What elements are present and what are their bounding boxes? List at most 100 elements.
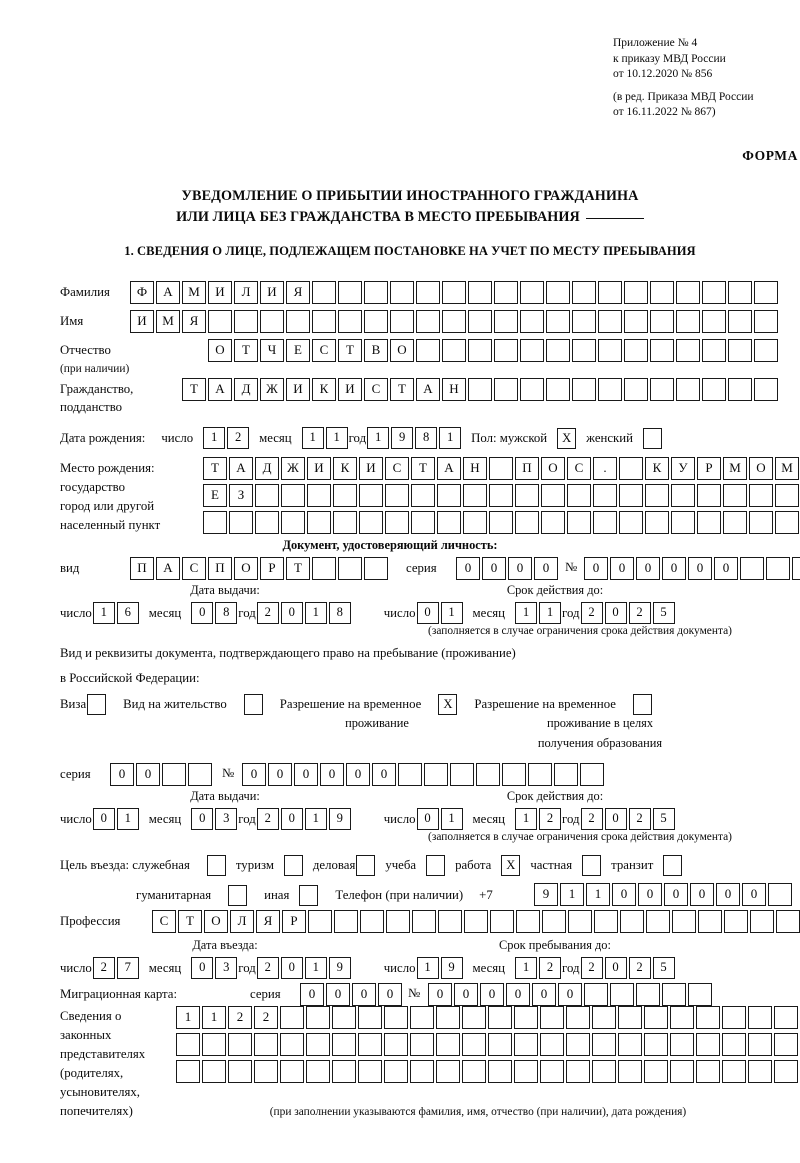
profession-cell-25[interactable] (776, 910, 800, 933)
entry-year-2[interactable]: 0 (280, 957, 303, 979)
sex-female-checkbox[interactable] (642, 427, 662, 449)
permit-valid-year-3[interactable]: 2 (628, 808, 651, 830)
birthplace-r3-cell-8[interactable] (385, 511, 409, 534)
doc-kind-cell-1[interactable]: П (130, 557, 154, 580)
legalrep-r1-cell-11[interactable] (436, 1006, 460, 1029)
legalrep-r3-cell-24[interactable] (774, 1060, 798, 1083)
legalrep-r1-cell-22[interactable] (722, 1006, 746, 1029)
legalrep-r2-cell-7[interactable] (332, 1033, 356, 1056)
patronymic-cell-1[interactable]: О (208, 339, 232, 362)
birthplace-r2-cell-22[interactable] (749, 484, 773, 507)
profession-cell-18[interactable] (594, 910, 618, 933)
legalrep-r3-cell-20[interactable] (670, 1060, 694, 1083)
birthplace-r2-cell-12[interactable] (489, 484, 513, 507)
citizenship-cell-6[interactable]: К (312, 378, 336, 401)
purpose-business-checkbox[interactable] (356, 855, 376, 876)
legalrep-r1-cell-3[interactable]: 2 (228, 1006, 252, 1029)
surname-cell-21[interactable] (650, 281, 674, 304)
legalrep-r1-cell-17[interactable] (592, 1006, 616, 1029)
birth-year-2[interactable]: 9 (391, 427, 414, 449)
stay-month-1[interactable]: 1 (515, 957, 538, 979)
doc-kind-cell-10[interactable] (364, 557, 388, 580)
citizenship-cell-4[interactable]: Ж (260, 378, 284, 401)
permit-series-cell-4[interactable] (188, 763, 212, 786)
migration-card-number-cell-6[interactable]: 0 (558, 983, 582, 1006)
doc-issue-year-2[interactable]: 0 (280, 602, 303, 624)
permit-valid-day-2[interactable]: 1 (440, 808, 463, 830)
surname-cell-25[interactable] (754, 281, 778, 304)
birthplace-r2-cell-11[interactable] (463, 484, 487, 507)
legalrep-r2-cell-24[interactable] (774, 1033, 798, 1056)
birthplace-r2-cell-6[interactable] (333, 484, 357, 507)
legalrep-r1-cell-4[interactable]: 2 (254, 1006, 278, 1029)
birthplace-r2-cell-9[interactable] (411, 484, 435, 507)
permit-number-cell-9[interactable] (450, 763, 474, 786)
patronymic-cell-10[interactable] (442, 339, 466, 362)
legalrep-r2-cell-19[interactable] (644, 1033, 668, 1056)
birthplace-r1-cell-3[interactable]: Д (255, 457, 279, 480)
permit-number-cell-3[interactable]: 0 (294, 763, 318, 786)
legalrep-r3-cell-6[interactable] (306, 1060, 330, 1083)
patronymic-cell-14[interactable] (546, 339, 570, 362)
legalrep-r3-cell-22[interactable] (722, 1060, 746, 1083)
citizenship-cell-19[interactable] (650, 378, 674, 401)
legalrep-r3-cell-15[interactable] (540, 1060, 564, 1083)
patronymic-cell-7[interactable]: В (364, 339, 388, 362)
legalrep-r3-cell-19[interactable] (644, 1060, 668, 1083)
citizenship-cell-16[interactable] (572, 378, 596, 401)
permit-number-cell-13[interactable] (554, 763, 578, 786)
legalrep-r1-cell-18[interactable] (618, 1006, 642, 1029)
migration-card-number-cell-5[interactable]: 0 (532, 983, 556, 1006)
birth-day-1[interactable]: 1 (203, 427, 226, 449)
birth-month-2[interactable]: 1 (325, 427, 348, 449)
firstname-cell-13[interactable] (442, 310, 466, 333)
surname-cell-8[interactable] (312, 281, 336, 304)
citizenship-cell-13[interactable] (494, 378, 518, 401)
citizenship-cell-23[interactable] (754, 378, 778, 401)
birthplace-r2-cell-4[interactable] (281, 484, 305, 507)
birth-year-3[interactable]: 8 (415, 427, 438, 449)
firstname-cell-15[interactable] (494, 310, 518, 333)
firstname-cell-9[interactable] (338, 310, 362, 333)
legalrep-r2-cell-15[interactable] (540, 1033, 564, 1056)
migration-card-series-cell-2[interactable]: 0 (326, 983, 350, 1006)
birthplace-r3-cell-4[interactable] (281, 511, 305, 534)
birth-day-2[interactable]: 2 (227, 427, 250, 449)
birthplace-r1-cell-9[interactable]: Т (411, 457, 435, 480)
doc-valid-month-2[interactable]: 1 (539, 602, 562, 624)
legalrep-r2-cell-9[interactable] (384, 1033, 408, 1056)
entry-year-4[interactable]: 9 (328, 957, 351, 979)
permit-valid-year-2[interactable]: 0 (604, 808, 627, 830)
citizenship-cell-12[interactable] (468, 378, 492, 401)
phone-cell-9[interactable]: 0 (742, 883, 766, 906)
permit-number-cell-5[interactable]: 0 (346, 763, 370, 786)
profession-cell-4[interactable]: Л (230, 910, 254, 933)
firstname-cell-2[interactable]: М (156, 310, 180, 333)
legalrep-r1-cell-10[interactable] (410, 1006, 434, 1029)
legalrep-r1-cell-20[interactable] (670, 1006, 694, 1029)
surname-cell-17[interactable] (546, 281, 570, 304)
firstname-cell-4[interactable] (208, 310, 232, 333)
profession-cell-13[interactable] (464, 910, 488, 933)
migration-card-series-cell-3[interactable]: 0 (352, 983, 376, 1006)
doc-issue-month-1[interactable]: 0 (191, 602, 214, 624)
surname-cell-7[interactable]: Я (286, 281, 310, 304)
legalrep-r2-cell-5[interactable] (280, 1033, 304, 1056)
firstname-cell-14[interactable] (468, 310, 492, 333)
legalrep-r1-cell-23[interactable] (748, 1006, 772, 1029)
profession-cell-12[interactable] (438, 910, 462, 933)
patronymic-cell-11[interactable] (468, 339, 492, 362)
temp-residence-checkbox[interactable]: X (438, 694, 458, 715)
legalrep-r3-cell-5[interactable] (280, 1060, 304, 1083)
birthplace-r3-cell-9[interactable] (411, 511, 435, 534)
legalrep-r2-cell-13[interactable] (488, 1033, 512, 1056)
firstname-cell-12[interactable] (416, 310, 440, 333)
surname-cell-11[interactable] (390, 281, 414, 304)
citizenship-cell-2[interactable]: А (208, 378, 232, 401)
legalrep-r2-cell-16[interactable] (566, 1033, 590, 1056)
surname-cell-20[interactable] (624, 281, 648, 304)
birthplace-r2-cell-1[interactable]: Е (203, 484, 227, 507)
doc-issue-year-3[interactable]: 1 (304, 602, 327, 624)
